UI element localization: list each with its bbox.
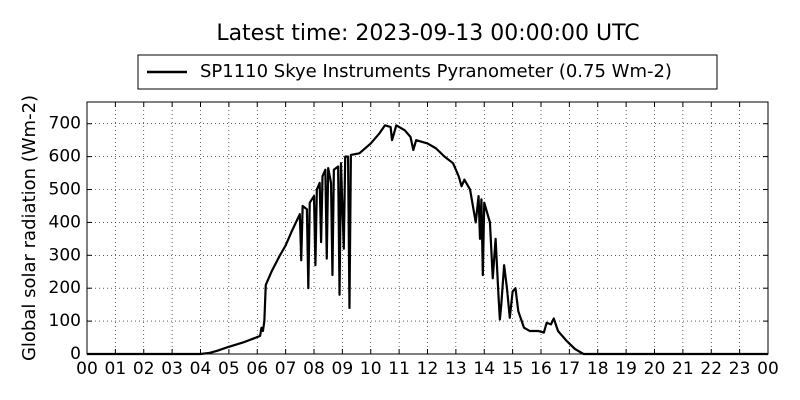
legend-label: SP1110 Skye Instruments Pyranometer (0.7…: [200, 61, 672, 82]
y-tick-label: 100: [49, 311, 81, 331]
y-tick-label: 200: [49, 278, 81, 298]
x-tick-label: 11: [388, 359, 410, 379]
y-tick-label: 700: [49, 114, 81, 134]
x-tick-label: 20: [644, 359, 666, 379]
plot-frame: [86, 101, 769, 355]
x-tick-label: 06: [246, 359, 268, 379]
x-tick-label: 17: [559, 359, 581, 379]
x-tick-label: 14: [473, 359, 495, 379]
x-tick-label: 08: [303, 359, 325, 379]
x-tick-label: 02: [133, 359, 155, 379]
x-tick-label: 12: [417, 359, 439, 379]
y-tick-label: 0: [70, 344, 81, 364]
y-tick-label: 600: [49, 147, 81, 167]
x-tick-label: 03: [161, 359, 183, 379]
y-tick-label: 300: [49, 245, 81, 265]
y-tick-label: 400: [49, 212, 81, 232]
x-tick-label: 22: [700, 359, 722, 379]
x-tick-label: 00: [757, 359, 779, 379]
x-tick-label: 13: [445, 359, 467, 379]
x-tick-label: 19: [615, 359, 637, 379]
x-tick-label: 18: [587, 359, 609, 379]
x-tick-label: 15: [502, 359, 524, 379]
x-tick-label: 09: [332, 359, 354, 379]
x-tick-label: 00: [76, 359, 98, 379]
y-tick-label: 500: [49, 180, 81, 200]
x-tick-label: 23: [729, 359, 751, 379]
x-tick-label: 01: [105, 359, 127, 379]
x-tick-label: 10: [360, 359, 382, 379]
data-line: [87, 124, 768, 356]
chart-title: Latest time: 2023-09-13 00:00:00 UTC: [216, 21, 639, 46]
x-tick-label: 05: [218, 359, 240, 379]
x-tick-label: 04: [190, 359, 212, 379]
x-tick-label: 16: [530, 359, 552, 379]
x-tick-label: 21: [672, 359, 694, 379]
x-tick-label: 07: [275, 359, 297, 379]
y-axis-label: Global solar radiation (Wm-2): [19, 95, 40, 361]
legend-box: [137, 54, 718, 90]
